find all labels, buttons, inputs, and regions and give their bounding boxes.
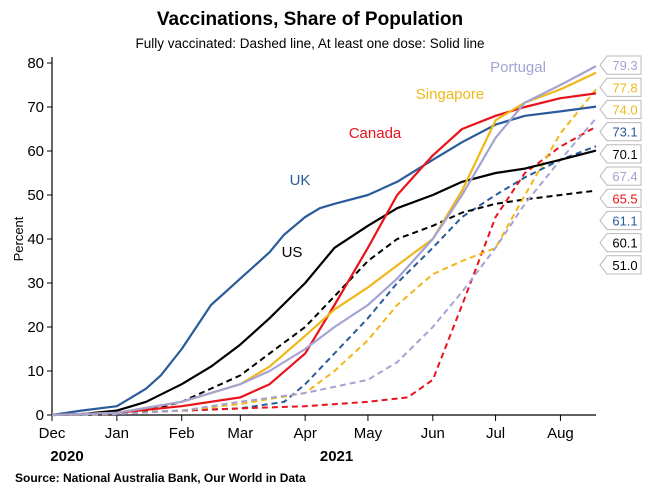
end-value-tags: 79.3 77.8 74.0 73.1 70.1 67.4 65.5 61.1 60.1 51.0 xyxy=(599,55,642,275)
year-label: 2020 xyxy=(50,448,83,465)
value-tag: 79.3 xyxy=(599,55,642,75)
value-tag-box xyxy=(599,210,642,231)
x-tick-label: Mar xyxy=(227,425,253,442)
series-line-5 xyxy=(51,125,597,416)
value-tag-box xyxy=(599,99,642,120)
value-tag-label: 61.1 xyxy=(612,214,637,229)
series-labels: UK US Canada Singapore Portugal xyxy=(282,59,546,261)
value-tag: 67.4 xyxy=(599,166,642,186)
series-name-label: Singapore xyxy=(416,86,484,103)
value-tag: 77.8 xyxy=(599,77,642,97)
chart-title: Vaccinations, Share of Population xyxy=(156,9,464,30)
value-tag-box xyxy=(599,55,642,75)
series-line-4 xyxy=(51,92,597,417)
y-tick-label: 70 xyxy=(27,99,44,116)
series-name-label: US xyxy=(282,244,303,261)
value-tag: 60.1 xyxy=(599,233,642,253)
series-lines xyxy=(51,65,597,417)
series-name-label: UK xyxy=(290,172,311,189)
value-tag-box xyxy=(599,233,642,253)
y-tick-label: 20 xyxy=(27,319,44,336)
y-tick-label: 60 xyxy=(27,143,44,160)
value-tag-label: 74.0 xyxy=(612,103,637,118)
value-tag-label: 73.1 xyxy=(612,125,637,140)
value-tag: 65.5 xyxy=(599,188,642,208)
x-tick-label: May xyxy=(354,425,383,442)
value-tag-label: 70.1 xyxy=(612,147,637,162)
series-line-7 xyxy=(51,88,597,416)
value-tag: 61.1 xyxy=(599,210,642,231)
y-axis-title: Percent xyxy=(11,216,26,261)
value-tag: 51.0 xyxy=(599,255,642,275)
value-tag-box xyxy=(599,255,642,275)
value-tag-box xyxy=(599,122,642,142)
x-tick-label: Apr xyxy=(293,425,316,442)
chart-subtitle: Fully vaccinated: Dashed line, At least … xyxy=(135,36,485,51)
value-tag-label: 60.1 xyxy=(612,236,637,251)
series-line-2 xyxy=(51,149,597,417)
x-tick-label: Aug xyxy=(547,425,574,442)
value-tag-label: 51.0 xyxy=(612,258,637,273)
x-tick-label: Jan xyxy=(105,425,129,442)
value-tag: 73.1 xyxy=(599,122,642,142)
value-tag-label: 65.5 xyxy=(612,191,637,206)
value-tag: 74.0 xyxy=(599,99,642,120)
series-line-9 xyxy=(51,117,597,416)
x-tick-label: Jul xyxy=(486,425,505,442)
axes: 0 10 20 30 40 50 60 70 80 Dec Jan Feb Mar Apr May Jun Ju… xyxy=(11,55,596,465)
y-tick-label: 50 xyxy=(27,187,44,204)
value-tag: 70.1 xyxy=(599,144,642,164)
value-tag-label: 67.4 xyxy=(612,169,637,184)
value-tag-label: 79.3 xyxy=(612,58,637,73)
series-name-label: Canada xyxy=(349,125,402,142)
value-tag-box xyxy=(599,188,642,208)
series-line-8 xyxy=(51,65,597,417)
series-line-3 xyxy=(51,189,597,416)
source-note: Source: National Australia Bank, Our Wor… xyxy=(15,471,306,485)
x-tick-label: Dec xyxy=(39,425,66,442)
value-tag-label: 77.8 xyxy=(612,80,637,95)
y-tick-label: 40 xyxy=(27,231,44,248)
y-tick-label: 10 xyxy=(27,363,44,380)
y-tick-label: 80 xyxy=(27,55,44,72)
series-name-label: Portugal xyxy=(490,59,546,76)
series-line-0 xyxy=(51,105,597,417)
y-tick-label: 30 xyxy=(27,275,44,292)
value-tag-box xyxy=(599,77,642,97)
x-tick-label: Jun xyxy=(421,425,445,442)
series-line-6 xyxy=(51,71,597,417)
value-tag-box xyxy=(599,144,642,164)
x-tick-label: Feb xyxy=(169,425,195,442)
series-line-1 xyxy=(51,145,597,416)
year-label: 2021 xyxy=(320,448,353,465)
value-tag-box xyxy=(599,166,642,186)
y-tick-label: 0 xyxy=(36,407,44,424)
